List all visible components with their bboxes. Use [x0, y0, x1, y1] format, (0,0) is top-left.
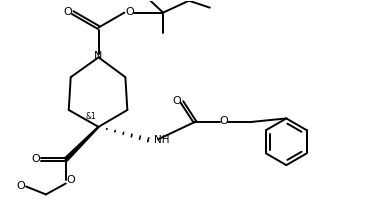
Text: O: O [31, 154, 40, 164]
Text: NH: NH [154, 135, 169, 145]
Text: O: O [16, 181, 25, 191]
Text: O: O [219, 116, 228, 126]
Text: O: O [64, 7, 72, 17]
Polygon shape [64, 126, 99, 161]
Text: N: N [95, 51, 103, 61]
Text: O: O [67, 175, 76, 184]
Text: O: O [125, 7, 134, 17]
Text: O: O [173, 95, 181, 106]
Text: &1: &1 [85, 112, 96, 121]
